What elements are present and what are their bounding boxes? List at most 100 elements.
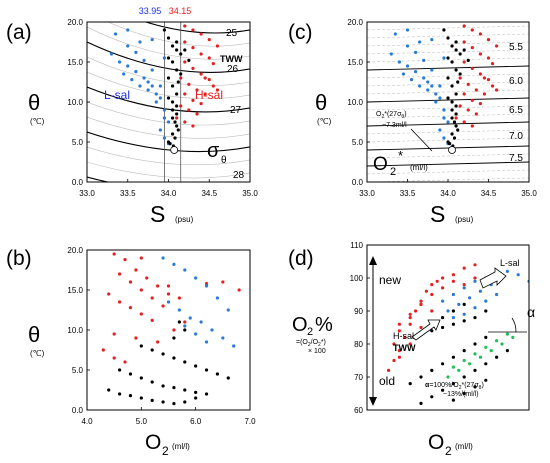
point-l-sal	[122, 72, 126, 76]
point-red	[419, 325, 423, 330]
point-h-sal	[199, 52, 203, 56]
point-black	[446, 96, 450, 100]
point-blue	[199, 320, 203, 324]
point-red	[112, 332, 116, 336]
point-blue	[462, 312, 466, 316]
point-h-sal	[187, 82, 191, 86]
point-blue	[166, 300, 171, 304]
point-black	[107, 388, 111, 392]
point-red	[495, 88, 499, 92]
panel-d: 60 70 80 90 100 110 (d) O 2 % =(O2/O2*) × 100…	[288, 241, 535, 458]
point-blue	[442, 136, 446, 140]
axis-ticks: 60 70 80 90 100 110	[350, 241, 370, 415]
point-blue	[232, 344, 236, 348]
point-red	[454, 116, 458, 120]
point-tww	[175, 104, 179, 108]
point-red	[462, 120, 466, 124]
point-black	[451, 382, 455, 386]
y-axis-unit: (℃)	[317, 117, 332, 126]
point-blue	[183, 268, 187, 272]
point-h-sal	[183, 120, 187, 124]
point-black	[451, 322, 455, 326]
point-l-sal	[158, 84, 162, 88]
contour-label-28: 28	[233, 170, 245, 181]
point-red	[462, 40, 466, 44]
o2-contour-line	[367, 145, 529, 151]
point-red	[204, 282, 209, 286]
point-red	[482, 76, 487, 80]
point-black	[454, 68, 458, 72]
point-blue	[430, 68, 434, 72]
point-h-sal	[179, 104, 183, 108]
point-red	[397, 329, 401, 333]
point-blue	[442, 108, 446, 112]
point-black	[473, 316, 477, 320]
point-black	[441, 362, 445, 366]
point-blue	[226, 308, 230, 312]
point-h-sal	[211, 62, 215, 66]
o2-contour-line	[367, 97, 529, 103]
lsal-label: L-sal	[500, 258, 520, 268]
point-tww	[170, 44, 175, 48]
point-red	[478, 72, 482, 76]
point-black	[484, 335, 488, 339]
point-red	[408, 322, 412, 326]
point-black	[458, 52, 462, 56]
point-red	[221, 280, 225, 284]
point-red	[462, 266, 466, 270]
point-red	[430, 292, 434, 297]
x-tick-label: 35.0	[242, 189, 258, 198]
point-red	[486, 56, 491, 60]
point-blue	[389, 52, 393, 56]
point-red	[478, 52, 482, 56]
point-black	[150, 380, 154, 384]
point-tww	[166, 36, 171, 40]
density-contour-line	[87, 56, 250, 86]
sigma-subscript: θ	[221, 155, 227, 166]
vline-label-3415: 34.15	[169, 6, 192, 16]
point-green	[478, 355, 482, 359]
point-black	[446, 76, 450, 80]
point-tww	[175, 40, 179, 44]
point-black	[454, 48, 458, 52]
point-blue	[451, 292, 455, 297]
point-red	[466, 108, 470, 112]
contour-label-27: 27	[230, 105, 242, 116]
deep-water-endpoint	[170, 146, 179, 154]
point-l-sal	[154, 92, 158, 96]
point-blue	[446, 120, 450, 124]
point-blue	[468, 296, 472, 300]
point-tww	[179, 72, 183, 76]
age-arrow-up-head	[369, 256, 377, 265]
point-blue	[430, 84, 434, 88]
point-tww	[162, 28, 167, 32]
point-l-sal	[113, 32, 118, 36]
point-green	[457, 368, 461, 372]
o2-contour-label-75: 7.5	[509, 153, 523, 164]
axis-ticks: 33.0 33.5 34.0 34.5 35.0 0.0 5.0 10.0 15.0 20.0	[67, 18, 258, 198]
x-axis-label: S	[430, 201, 445, 227]
point-black	[462, 302, 466, 306]
point-blue	[393, 32, 397, 36]
plot-frame	[366, 244, 530, 411]
point-black	[448, 142, 452, 146]
point-black	[215, 372, 219, 376]
point-red	[419, 302, 423, 306]
y-axis-unit-line1: =(O2/O2*)	[296, 339, 326, 348]
point-red	[134, 336, 138, 340]
point-red	[478, 32, 482, 36]
x-axis-unit: (psu)	[175, 215, 194, 224]
point-l-sal	[126, 64, 130, 68]
point-blue	[426, 80, 430, 84]
point-black	[161, 400, 165, 404]
point-tww	[175, 68, 179, 72]
point-green	[468, 362, 472, 366]
y-tick-label: 10.0	[67, 98, 83, 107]
y-tick-label: 15.0	[67, 58, 83, 67]
point-red	[123, 360, 127, 364]
point-blue	[462, 286, 466, 290]
point-blue	[221, 336, 225, 340]
point-red	[166, 292, 171, 296]
point-red	[237, 288, 241, 292]
point-l-sal	[162, 56, 167, 60]
